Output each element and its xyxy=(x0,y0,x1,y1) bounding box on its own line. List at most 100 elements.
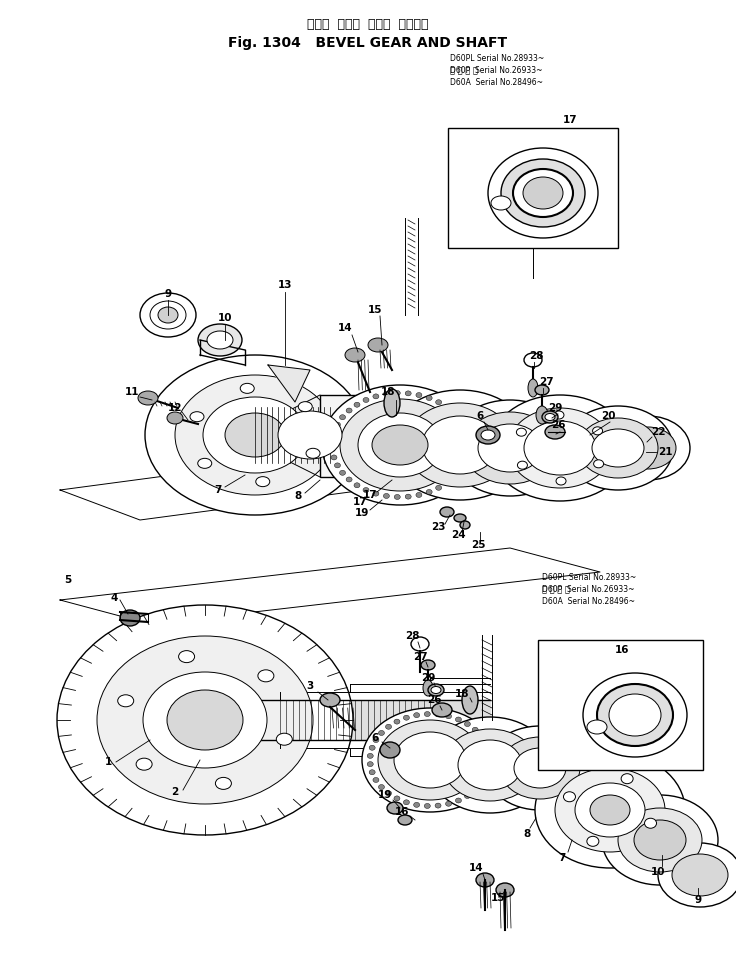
Ellipse shape xyxy=(592,429,644,467)
Text: 25: 25 xyxy=(471,540,485,550)
Ellipse shape xyxy=(416,493,422,498)
Ellipse shape xyxy=(362,708,498,812)
Ellipse shape xyxy=(422,416,498,474)
Text: 3: 3 xyxy=(306,681,314,691)
Ellipse shape xyxy=(536,406,548,424)
Ellipse shape xyxy=(524,421,596,475)
Text: 26: 26 xyxy=(551,420,565,430)
Ellipse shape xyxy=(658,843,736,907)
Ellipse shape xyxy=(331,455,337,460)
Ellipse shape xyxy=(329,447,335,452)
Ellipse shape xyxy=(478,734,484,739)
Ellipse shape xyxy=(384,389,400,417)
Ellipse shape xyxy=(481,430,495,440)
Text: 14: 14 xyxy=(469,863,484,873)
Ellipse shape xyxy=(606,416,690,480)
Text: 17: 17 xyxy=(363,490,378,500)
Text: 9: 9 xyxy=(695,895,701,905)
Ellipse shape xyxy=(465,442,471,448)
Ellipse shape xyxy=(414,712,420,717)
Bar xyxy=(320,395,380,477)
Ellipse shape xyxy=(334,422,341,427)
Ellipse shape xyxy=(167,412,183,424)
Ellipse shape xyxy=(457,419,463,424)
Ellipse shape xyxy=(387,802,403,814)
Ellipse shape xyxy=(216,777,231,790)
Ellipse shape xyxy=(602,795,718,885)
Ellipse shape xyxy=(458,740,522,790)
Text: 27: 27 xyxy=(413,652,428,662)
Ellipse shape xyxy=(473,727,478,732)
Ellipse shape xyxy=(414,802,420,807)
Text: 17: 17 xyxy=(563,115,577,125)
Text: 29: 29 xyxy=(421,673,435,683)
Ellipse shape xyxy=(258,670,274,682)
Ellipse shape xyxy=(545,425,565,439)
Ellipse shape xyxy=(451,411,457,416)
Ellipse shape xyxy=(535,385,549,395)
Ellipse shape xyxy=(421,660,435,670)
Ellipse shape xyxy=(545,414,555,421)
Ellipse shape xyxy=(583,673,687,757)
Ellipse shape xyxy=(535,752,685,868)
Ellipse shape xyxy=(445,801,452,806)
Text: 1: 1 xyxy=(105,757,112,767)
Ellipse shape xyxy=(394,732,466,788)
Ellipse shape xyxy=(478,781,484,786)
Ellipse shape xyxy=(597,684,673,746)
Ellipse shape xyxy=(460,521,470,529)
Ellipse shape xyxy=(386,791,392,795)
Ellipse shape xyxy=(403,715,409,720)
Ellipse shape xyxy=(483,742,489,747)
Ellipse shape xyxy=(478,424,542,472)
Ellipse shape xyxy=(378,785,384,790)
Ellipse shape xyxy=(320,693,340,707)
Ellipse shape xyxy=(465,442,471,448)
Ellipse shape xyxy=(448,400,572,496)
Text: 11: 11 xyxy=(124,387,139,397)
Ellipse shape xyxy=(423,680,433,696)
Ellipse shape xyxy=(463,412,557,484)
Ellipse shape xyxy=(508,408,612,488)
Text: 13: 13 xyxy=(277,280,292,290)
Text: 6: 6 xyxy=(476,411,484,421)
Ellipse shape xyxy=(278,411,342,459)
Ellipse shape xyxy=(346,408,352,413)
Ellipse shape xyxy=(454,514,466,522)
Text: 2: 2 xyxy=(171,787,179,797)
Ellipse shape xyxy=(158,307,178,323)
Ellipse shape xyxy=(456,798,461,803)
Ellipse shape xyxy=(456,717,461,722)
Ellipse shape xyxy=(461,427,467,431)
Ellipse shape xyxy=(276,733,292,746)
Ellipse shape xyxy=(490,395,630,501)
Ellipse shape xyxy=(587,720,607,734)
Ellipse shape xyxy=(140,293,196,337)
Ellipse shape xyxy=(486,750,492,754)
Ellipse shape xyxy=(426,395,432,400)
Ellipse shape xyxy=(464,451,470,456)
Text: 18: 18 xyxy=(455,689,470,699)
Ellipse shape xyxy=(513,169,573,217)
Text: 適 用 号 機: 適 用 号 機 xyxy=(450,66,478,75)
Ellipse shape xyxy=(240,384,254,393)
Ellipse shape xyxy=(425,712,431,716)
Text: 23: 23 xyxy=(431,522,445,532)
Text: 21: 21 xyxy=(658,447,672,457)
Ellipse shape xyxy=(145,355,365,515)
Ellipse shape xyxy=(150,301,186,329)
Ellipse shape xyxy=(372,425,428,465)
Ellipse shape xyxy=(428,684,444,696)
Ellipse shape xyxy=(425,803,431,808)
Ellipse shape xyxy=(594,460,604,468)
Text: 9: 9 xyxy=(164,289,171,299)
Text: D60P  Serial No.26933~: D60P Serial No.26933~ xyxy=(450,66,542,75)
Ellipse shape xyxy=(388,390,532,500)
Text: 5: 5 xyxy=(64,575,71,585)
Ellipse shape xyxy=(378,730,384,736)
Ellipse shape xyxy=(462,686,478,714)
Ellipse shape xyxy=(476,426,500,444)
Ellipse shape xyxy=(120,610,140,626)
Text: 20: 20 xyxy=(601,411,615,421)
Text: 12: 12 xyxy=(168,403,183,413)
